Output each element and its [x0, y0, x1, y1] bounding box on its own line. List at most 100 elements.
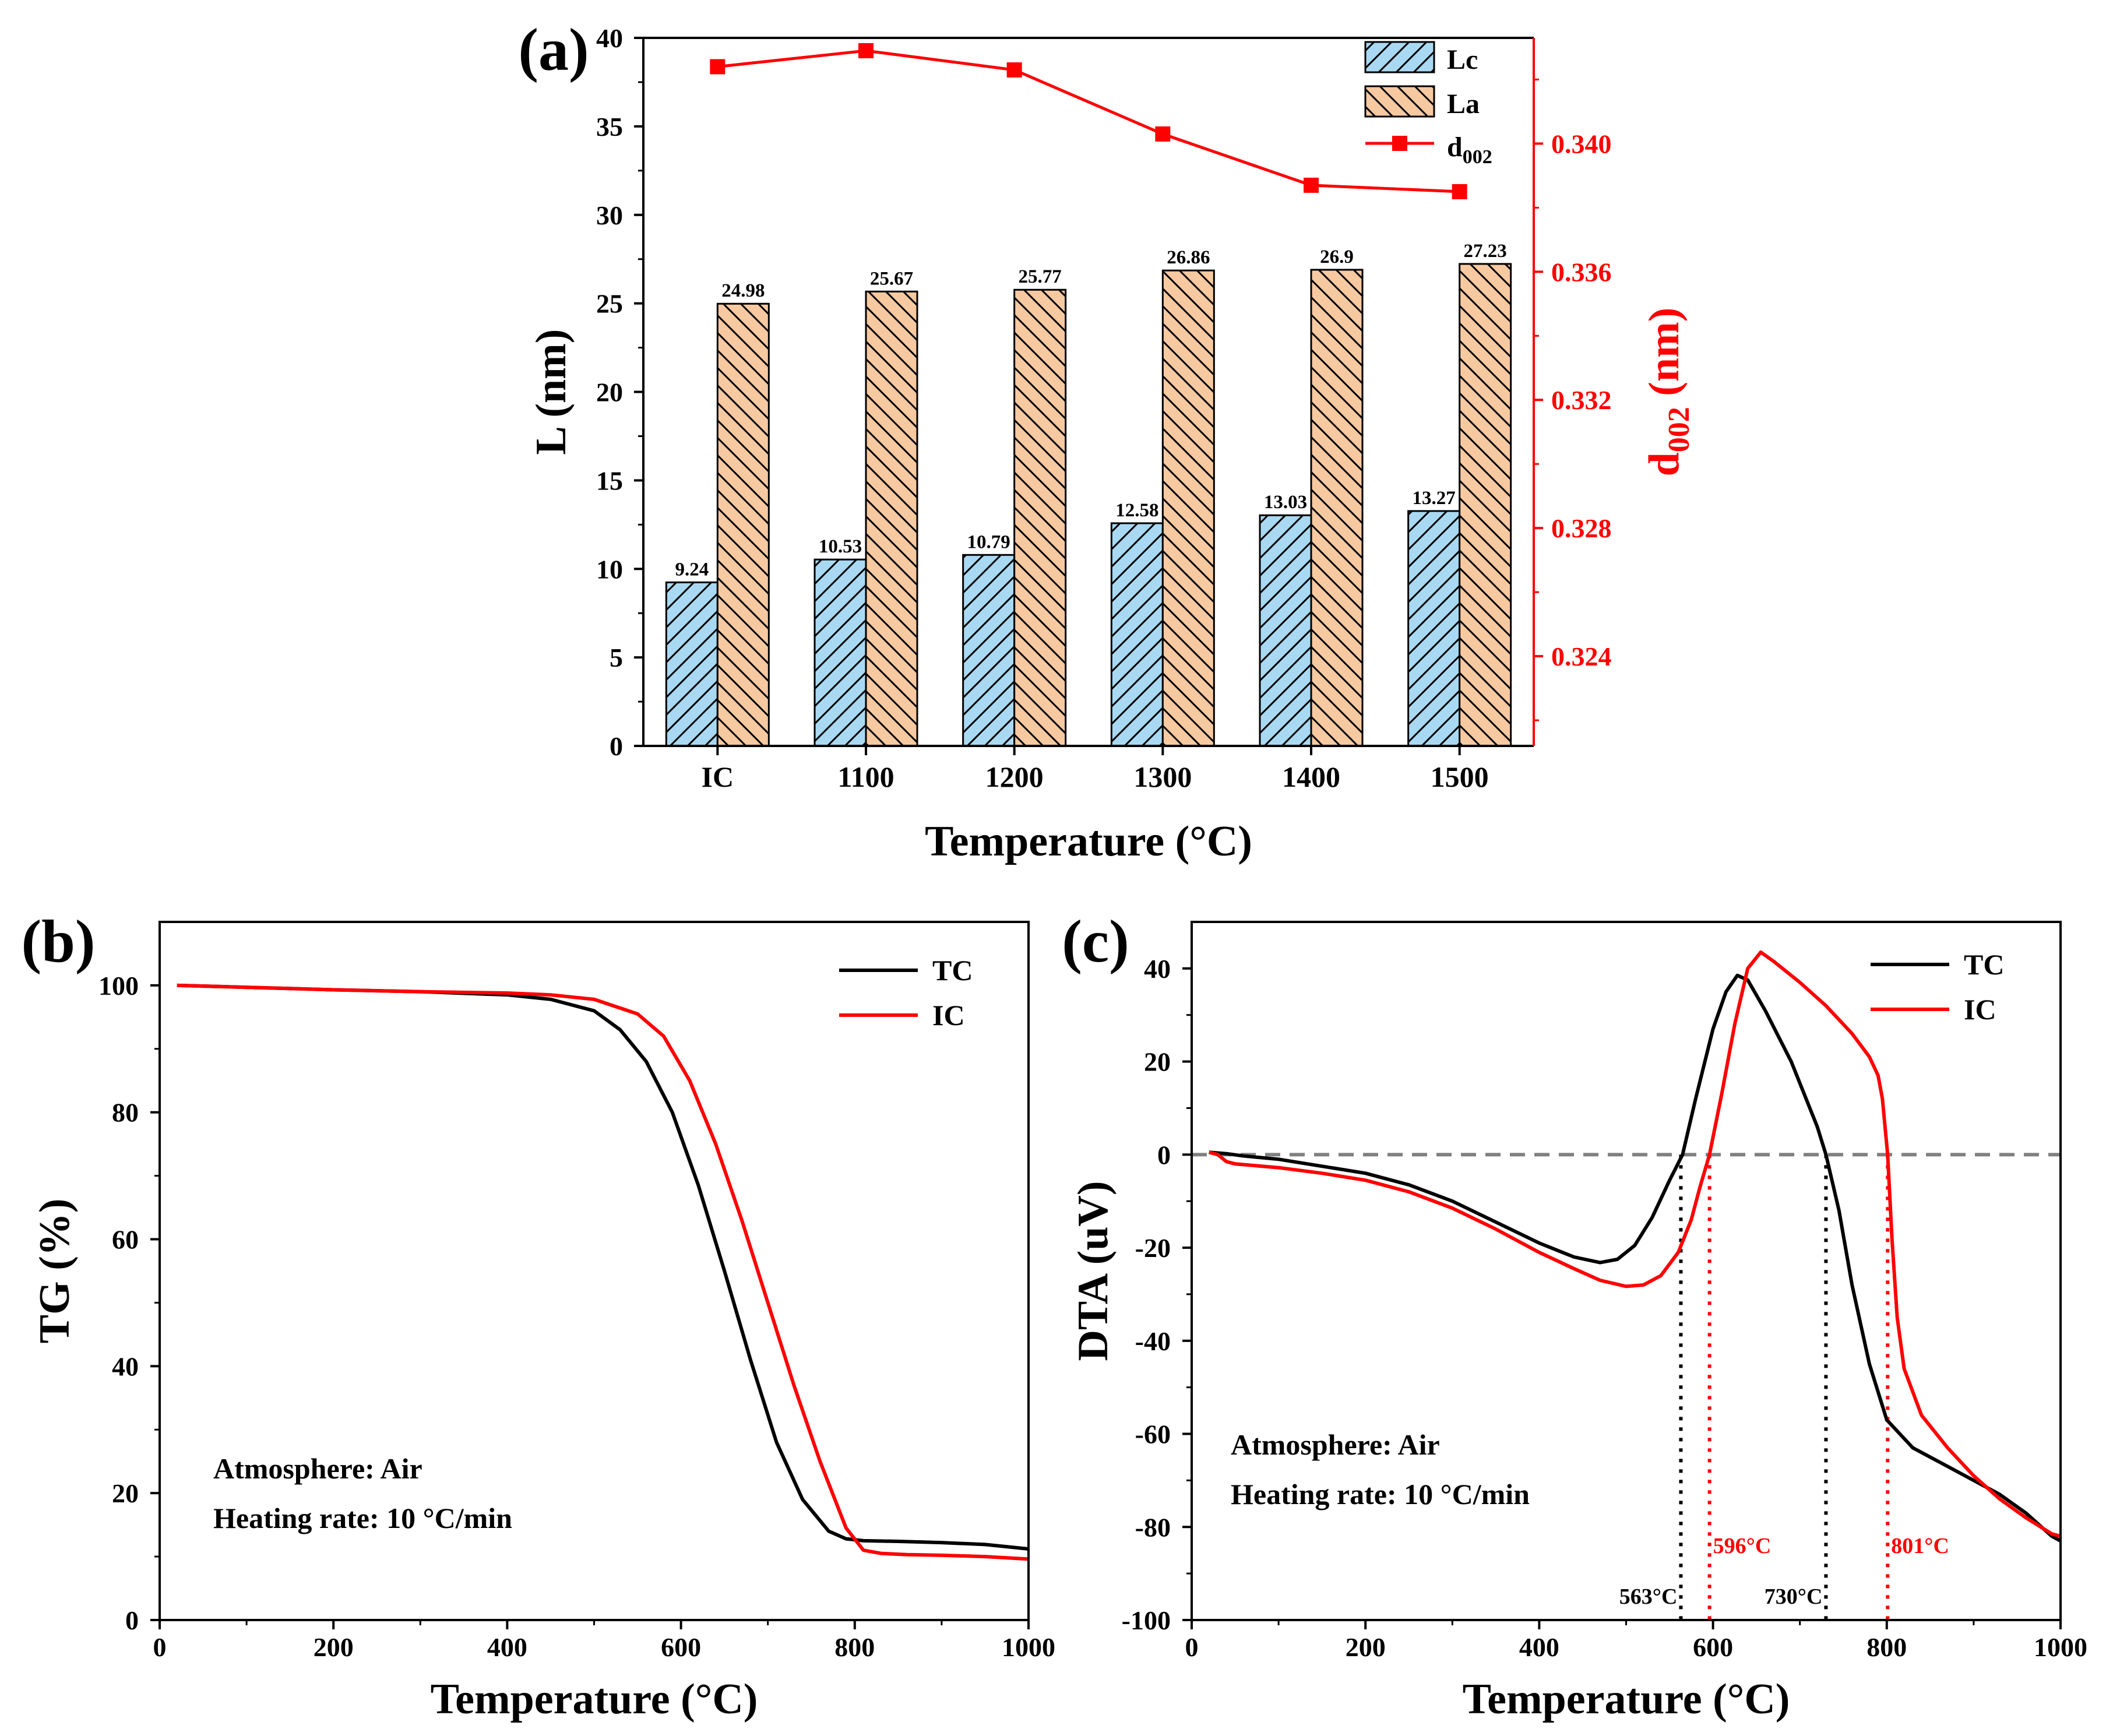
x-tick-label: 1300: [1133, 760, 1192, 793]
x-tick-label: 400: [487, 1632, 527, 1662]
y-tick-label: 0: [610, 731, 623, 761]
y-tick-label: -20: [1135, 1233, 1171, 1263]
legend-label-lc: Lc: [1447, 44, 1478, 75]
series-d002-line: [717, 49, 1460, 193]
y-tick-label: -60: [1135, 1420, 1171, 1449]
bar-value-label: 10.79: [967, 531, 1010, 552]
bar-la: [1459, 263, 1512, 747]
x-tick-label: 1100: [837, 760, 894, 793]
y2-tick-label: 0.328: [1551, 513, 1612, 543]
series-d002-marker: [1304, 177, 1319, 193]
x-tick-label: IC: [702, 760, 734, 793]
bar-hatch: [1013, 288, 1067, 747]
y2-tick-label: 0.324: [1551, 642, 1612, 671]
panel-a: (a) 9.24 10.53 10.79 12.58 13.03 13.27 24.98 25.…: [518, 16, 1696, 865]
series-d002-marker: [710, 59, 726, 75]
bar-value-label: 25.67: [870, 268, 913, 289]
bar-hatch: [1310, 269, 1364, 747]
bar-value-label: 26.9: [1320, 247, 1354, 267]
bar-lc: [962, 554, 1016, 747]
bar-value-label: 13.27: [1413, 488, 1456, 509]
panel-c: (c) 0 200 400 600 800 1000 -100 -80 -60 -40 -20 0 20 4…: [1062, 908, 2087, 1723]
annotation-text: Atmosphere: Air: [213, 1452, 422, 1485]
y2-tick-label: 0.340: [1551, 129, 1612, 159]
series-tc-line: [1209, 973, 2062, 1543]
x-tick-label: 1200: [985, 760, 1044, 793]
x-axis-title: Temperature (°C): [1463, 1675, 1790, 1723]
y-tick-label: 30: [596, 200, 623, 230]
plot-frame: [1191, 921, 2062, 1621]
y2-tick-label: 0.332: [1551, 385, 1612, 415]
bar-hatch: [1259, 514, 1312, 747]
bar-hatch: [1459, 263, 1512, 747]
y-tick-label: -100: [1122, 1605, 1171, 1635]
bar-hatch: [1110, 522, 1164, 747]
panel-b-label: (b): [21, 908, 95, 975]
bar-hatch: [1407, 510, 1461, 747]
x-tick-label: 1000: [2034, 1632, 2087, 1662]
x-tick-label: 1000: [1002, 1632, 1055, 1662]
legend-swatch-la-hatch: [1364, 85, 1435, 118]
legend-label-la: La: [1447, 89, 1480, 119]
series-ic-line: [177, 983, 1029, 1561]
bar-la: [716, 302, 770, 747]
y-tick-label: -40: [1135, 1326, 1171, 1356]
y-tick-label: 20: [1144, 1047, 1171, 1077]
bar-lc: [813, 558, 867, 747]
onset-temp-label: 730°C: [1765, 1584, 1823, 1609]
bar-value-label: 26.86: [1167, 247, 1210, 268]
bar-value-label: 13.03: [1264, 492, 1307, 513]
y2-tick-label: 0.336: [1551, 257, 1612, 287]
panel-b: (b) 0 200 400 600 800 1000 0 20 40 60 80 100 Temperat…: [21, 908, 1055, 1723]
panel-c-label: (c): [1062, 908, 1129, 975]
y-tick-label: 35: [596, 112, 623, 142]
annotation-text: Heating rate: 10 °C/min: [1231, 1478, 1530, 1510]
y-tick-label: 60: [112, 1225, 139, 1255]
onset-temp-label: 801°C: [1891, 1534, 1949, 1558]
y-tick-label: 20: [596, 378, 623, 407]
x-tick-label: 0: [153, 1632, 167, 1662]
bar-hatch: [865, 290, 918, 747]
y-tick-label: 15: [596, 466, 623, 495]
x-tick-label: 800: [1866, 1632, 1907, 1662]
x-tick-label: 600: [661, 1632, 701, 1662]
series-d002-marker: [1155, 126, 1171, 142]
y-axis-title: DTA (uV): [1069, 1181, 1117, 1361]
y-tick-label: 25: [596, 289, 623, 319]
y-tick-label: 0: [1157, 1140, 1171, 1170]
y-tick-label: 40: [112, 1351, 139, 1381]
y-tick-label: 10: [596, 554, 623, 584]
y-tick-label: 20: [112, 1478, 139, 1508]
y-tick-label: 0: [125, 1605, 139, 1635]
bar-hatch: [813, 558, 867, 747]
y-tick-label: 40: [1144, 954, 1171, 984]
bar-value-label: 12.58: [1115, 500, 1158, 521]
bar-value-label: 9.24: [675, 559, 709, 580]
x-tick-label: 800: [834, 1632, 875, 1662]
x-axis-title: Temperature (°C): [925, 818, 1252, 865]
bar-value-label: 25.77: [1019, 266, 1062, 287]
bar-lc: [1259, 514, 1312, 747]
x-tick-label: 200: [1346, 1632, 1386, 1662]
y-axis-title: L (nm): [527, 329, 575, 455]
bar-la: [1310, 269, 1364, 747]
bar-la: [1161, 269, 1215, 747]
onset-temp-label: 596°C: [1713, 1534, 1772, 1558]
y-tick-label: 5: [610, 643, 623, 672]
bar-lc: [1110, 522, 1164, 747]
bar-la: [1013, 288, 1067, 747]
bar-lc: [1407, 510, 1461, 747]
x-axis-title: Temperature (°C): [431, 1675, 758, 1723]
legend-label-tc: TC: [932, 954, 973, 987]
legend-swatch-lc-hatch: [1364, 41, 1435, 73]
x-tick-label: 200: [314, 1632, 354, 1662]
bar-lc: [665, 581, 719, 747]
bar-hatch: [1161, 269, 1215, 747]
legend-label-tc: TC: [1964, 948, 2004, 981]
legend-marker-d002: [1392, 136, 1407, 151]
bar-hatch: [665, 581, 719, 747]
y-tick-label: 80: [112, 1098, 139, 1128]
series-d002-marker: [1006, 62, 1022, 78]
bar-la: [865, 290, 918, 747]
series-d002-marker: [858, 43, 874, 58]
